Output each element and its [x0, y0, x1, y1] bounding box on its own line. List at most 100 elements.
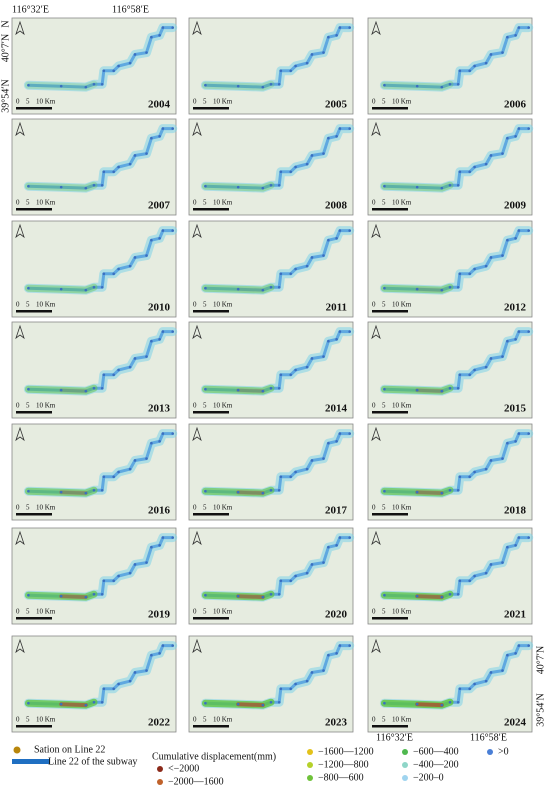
station: [456, 700, 460, 704]
station: [128, 467, 132, 471]
scale-label: 0: [372, 301, 376, 309]
station: [383, 701, 386, 705]
station: [310, 256, 314, 259]
station: [27, 593, 30, 597]
hotspot-core: [415, 702, 444, 708]
class-label: −1200—800: [318, 759, 369, 770]
scale-label: 5: [203, 402, 207, 410]
scale-label: 0: [16, 98, 20, 106]
hotspot: [201, 80, 275, 91]
station: [489, 256, 493, 259]
station: [279, 687, 283, 691]
scale-label: 0: [193, 98, 197, 106]
year-label: 2017: [325, 505, 348, 517]
station: [277, 285, 281, 289]
hotspot: [380, 486, 454, 497]
scale-bar: [193, 310, 229, 313]
map-panel: 0 5 10 Km 2004: [11, 17, 178, 115]
legend-title: Cumulative displacement(mm): [152, 751, 276, 762]
scale-label: 0: [372, 199, 376, 207]
year-label: 2023: [325, 717, 348, 729]
scale-label: 10 Km: [36, 199, 56, 207]
station: [277, 82, 281, 86]
station: [473, 267, 476, 271]
hotspot: [380, 181, 454, 192]
station: [448, 386, 452, 390]
north-arrow: [371, 638, 381, 654]
scale-label: 5: [26, 402, 30, 410]
station: [383, 83, 386, 87]
station: [279, 373, 283, 377]
station: [322, 355, 325, 358]
hotspot-core: [59, 388, 88, 394]
class-label: >0: [498, 746, 509, 757]
legend-label: Sation on Line 22: [34, 744, 105, 755]
station: [100, 386, 104, 390]
station: [279, 272, 283, 276]
station: [59, 702, 63, 706]
north-arrow: [15, 20, 25, 36]
station: [117, 470, 120, 474]
year-label: 2020: [325, 609, 348, 621]
station: [100, 488, 104, 492]
year-label: 2007: [148, 200, 171, 212]
station: [501, 152, 504, 155]
station: [289, 475, 292, 479]
station: [161, 26, 165, 29]
year-label: 2016: [148, 505, 171, 517]
scale-bar: [193, 725, 229, 728]
station: [236, 490, 240, 494]
station: [473, 368, 476, 372]
station: [310, 459, 314, 462]
station: [458, 69, 462, 73]
station: [489, 154, 493, 157]
station: [100, 285, 104, 289]
scale-bar: [193, 411, 229, 414]
scale-bar: [193, 208, 229, 211]
station: [277, 386, 281, 390]
station: [171, 127, 175, 130]
station: [269, 386, 273, 390]
station: [294, 165, 297, 169]
station: [269, 592, 273, 596]
year-label: 2005: [325, 99, 348, 111]
hotspot: [201, 486, 275, 497]
hotspot: [201, 384, 275, 395]
station: [269, 700, 273, 704]
scale-label: 10 Km: [392, 608, 412, 616]
map-panel: 0 5 10 Km 2015: [367, 321, 534, 419]
class-label: −600—400: [413, 746, 459, 757]
station: [456, 592, 460, 596]
station: [277, 488, 281, 492]
station: [448, 285, 452, 289]
scale-bar: [16, 411, 52, 414]
station: [527, 26, 531, 29]
scale-label: 5: [203, 98, 207, 106]
scale-label: 0: [16, 402, 20, 410]
station: [158, 134, 161, 138]
station: [327, 545, 330, 549]
station: [289, 687, 292, 691]
map-panel: 0 5 10 Km 2007: [11, 118, 178, 216]
year-label: 2012: [504, 302, 527, 314]
station: [236, 702, 240, 706]
class-symbol: [157, 766, 163, 772]
station: [92, 488, 96, 492]
year-label: 2015: [504, 403, 527, 415]
scale-label: 0: [16, 301, 20, 309]
class-symbol: [157, 779, 163, 785]
scale-label: 10 Km: [392, 301, 412, 309]
scale-label: 5: [203, 608, 207, 616]
station: [514, 134, 517, 138]
station: [458, 579, 462, 583]
north-arrow: [371, 223, 381, 239]
scale-label: 5: [203, 199, 207, 207]
lon-label: 116°58′E: [470, 732, 507, 743]
scale-label: 5: [26, 301, 30, 309]
station: [415, 185, 419, 189]
class-label: −200–0: [413, 772, 444, 783]
station: [517, 229, 521, 232]
station: [335, 651, 338, 655]
station: [145, 669, 148, 672]
year-label: 2014: [325, 403, 348, 415]
